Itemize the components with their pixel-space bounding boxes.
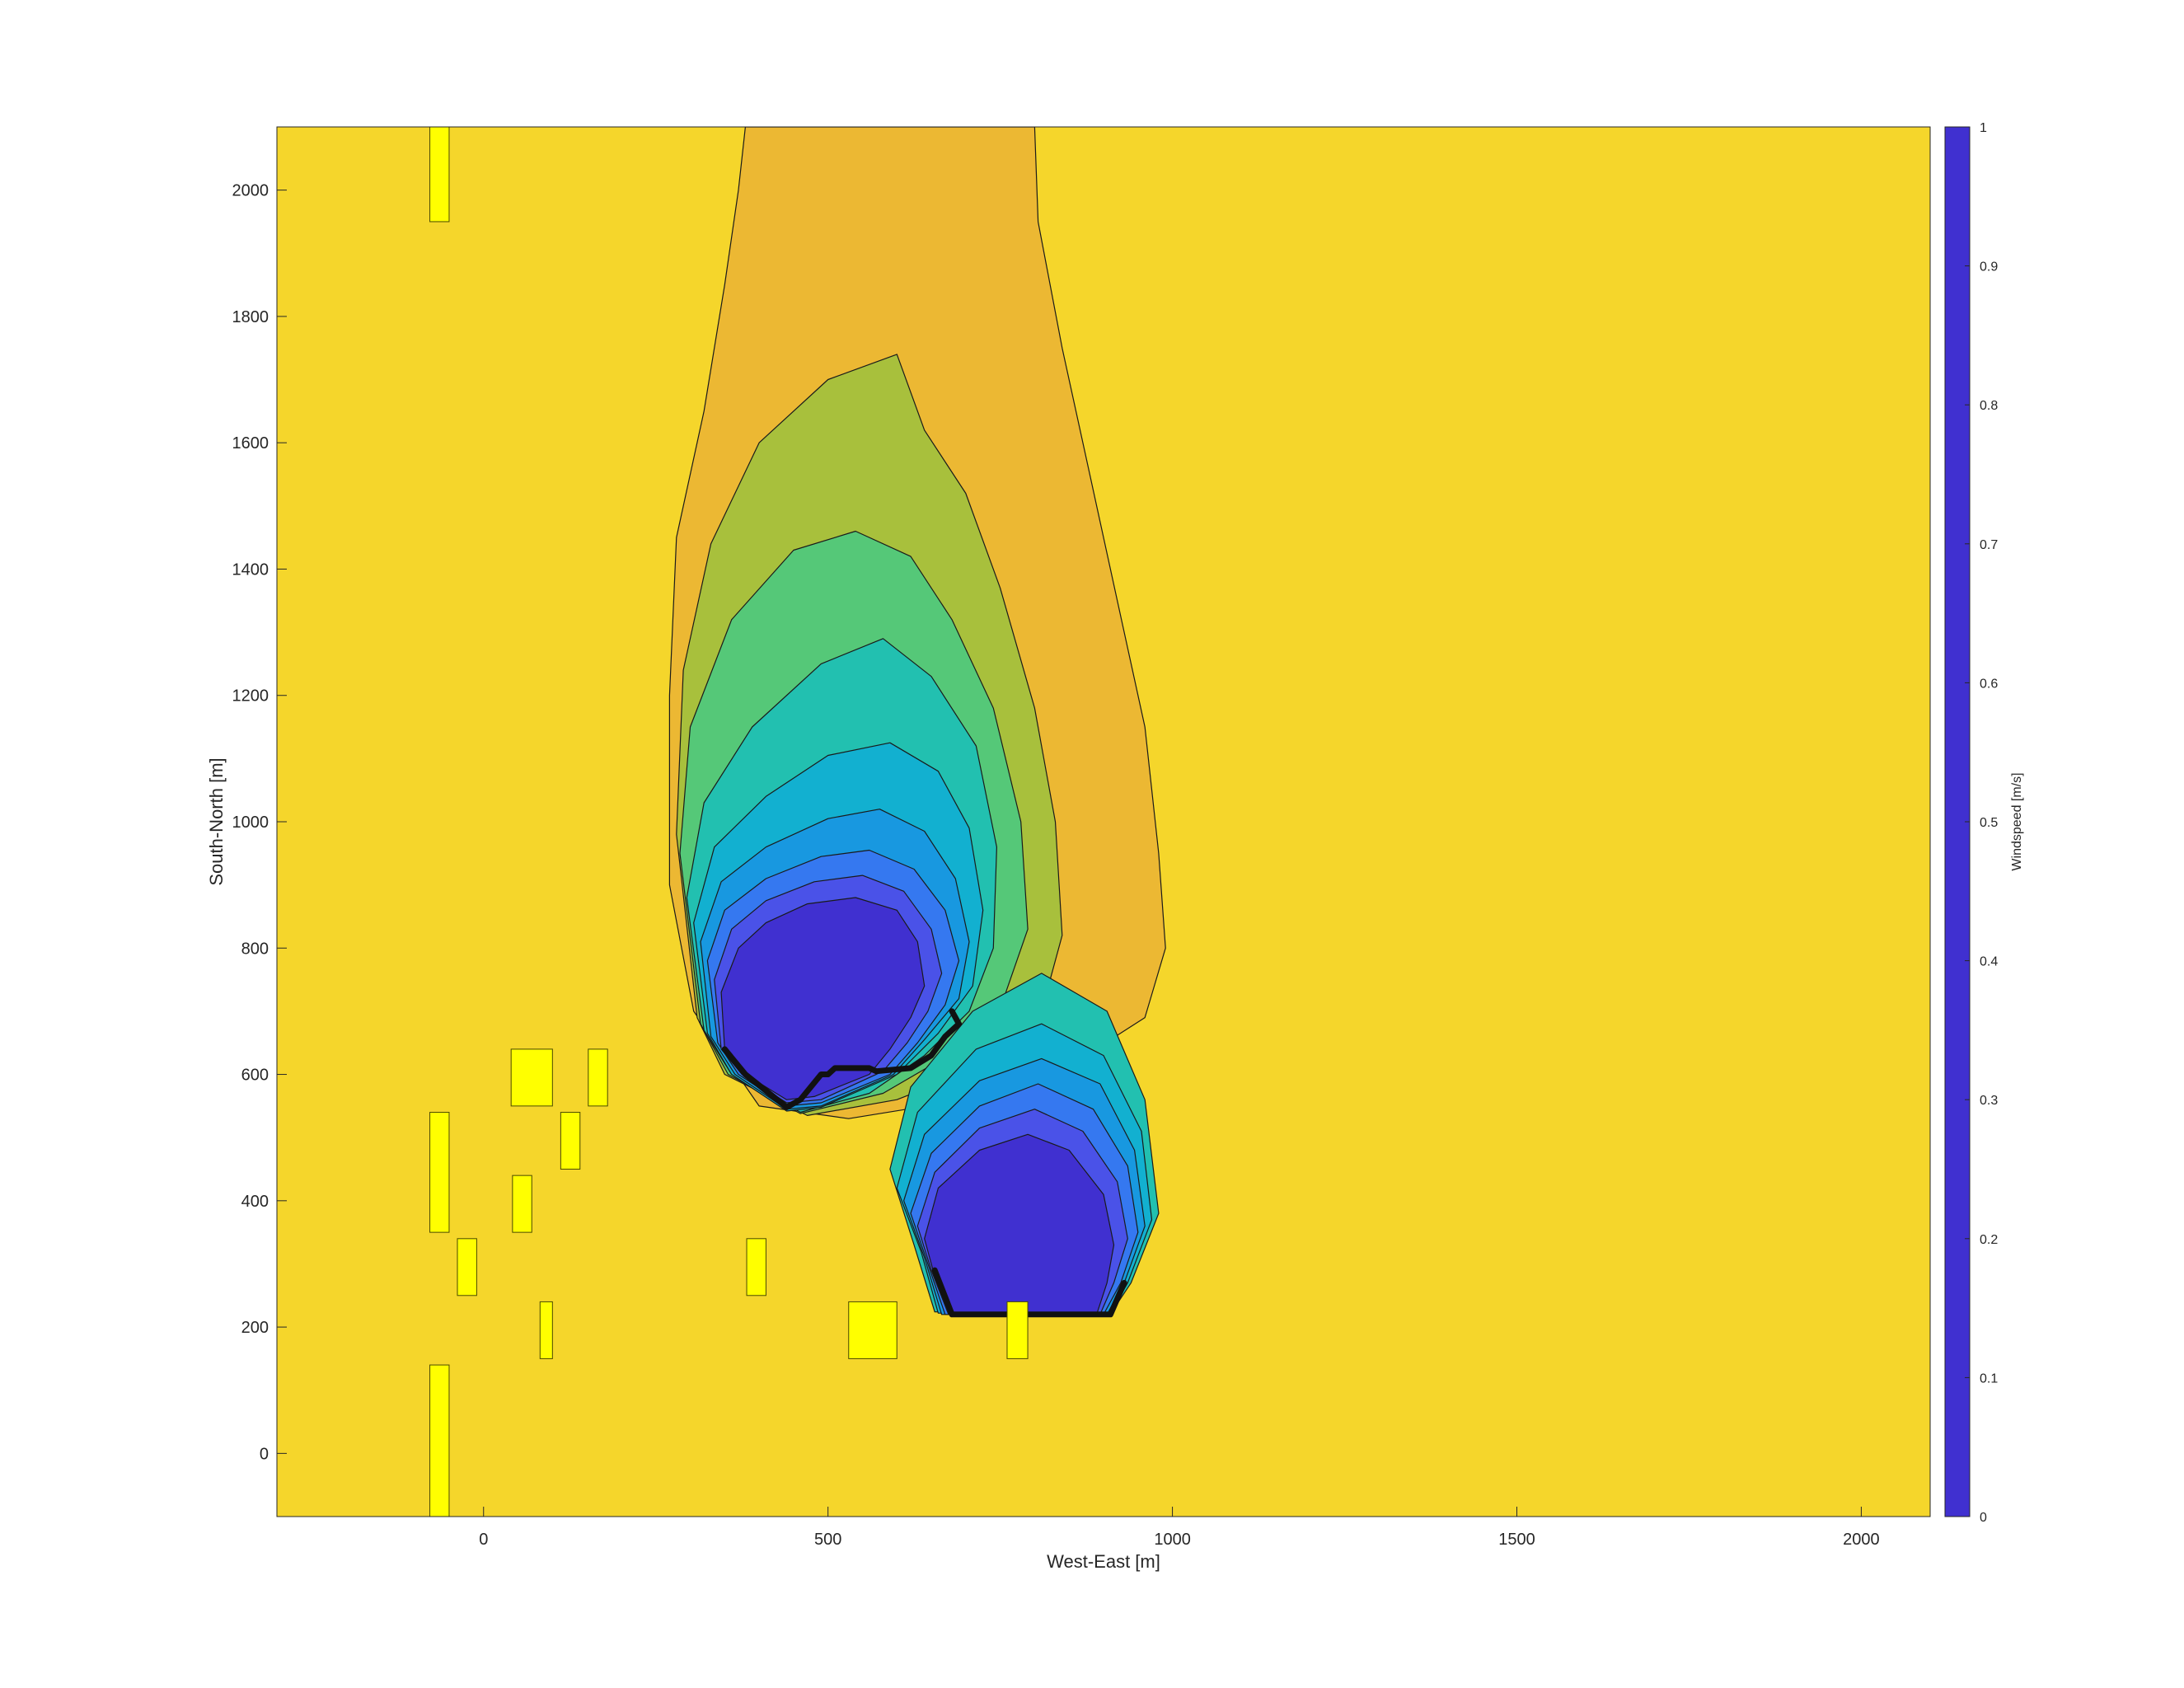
colorbar-tick-label: 0.8 [1980, 399, 1998, 413]
y-axis-label: South-North [m] [206, 757, 227, 885]
colorbar-tick-label: 0.7 [1980, 538, 1998, 552]
obstacle-3 [429, 127, 450, 223]
colorbar-tick-label: 0 [1980, 1511, 1987, 1525]
x-tick-label: 2000 [1843, 1531, 1880, 1549]
x-axis-ticks: 0 500 1000 1500 2000 [479, 1507, 1880, 1549]
obstacle-8 [560, 1112, 581, 1170]
y-tick-label: 1400 [232, 560, 269, 579]
y-tick-label: 1000 [232, 814, 269, 832]
y-tick-label: 1200 [232, 687, 269, 706]
y-tick-label: 2000 [232, 182, 269, 200]
y-tick-label: 0 [260, 1445, 269, 1463]
x-axis-label: West-East [m] [1047, 1551, 1160, 1572]
y-tick-label: 400 [241, 1193, 269, 1211]
plot-area [276, 126, 1931, 1517]
obstacle-12 [1006, 1301, 1029, 1359]
y-tick-label: 1600 [232, 434, 269, 452]
x-tick-label: 1500 [1498, 1531, 1535, 1549]
obstacle-9 [588, 1048, 608, 1107]
colorbar-tick-label: 0.5 [1980, 816, 1998, 830]
y-tick-label: 800 [241, 940, 269, 958]
colorbar-tick-label: 0.2 [1980, 1233, 1998, 1247]
colorbar-bar [1944, 126, 1971, 1517]
wake-2-contour-0.1 [924, 1133, 1115, 1315]
y-tick-label: 600 [241, 1067, 269, 1085]
rotor-2-edge [931, 1267, 1127, 1318]
colorbar-tick-label: 0.4 [1980, 955, 1998, 969]
obstacle-2 [429, 1112, 450, 1233]
obstacle-11 [848, 1301, 898, 1359]
rotor-1-edge [721, 1008, 962, 1110]
obstacle-5 [510, 1048, 553, 1107]
obstacle-6 [512, 1175, 532, 1233]
obstacle-7 [539, 1301, 553, 1359]
colorbar-label: Windspeed [m/s] [2010, 772, 2024, 870]
colorbar-tick-label: 0.1 [1980, 1372, 1998, 1386]
y-tick-label: 200 [241, 1319, 269, 1337]
y-tick-label: 1800 [232, 308, 269, 326]
rotor-edges [721, 1008, 1127, 1318]
colorbar-tick-label: 1 [1980, 121, 1987, 135]
colorbar-tick-label: 0.3 [1980, 1094, 1998, 1108]
colorbar: 0 0.1 0.2 0.3 0.4 0.5 0.6 0.7 0.8 0.9 1 Windspeed … [1944, 121, 2024, 1525]
obstacle-4 [457, 1238, 477, 1296]
colorbar-tick-label: 0.6 [1980, 677, 1998, 691]
x-tick-label: 1000 [1154, 1531, 1191, 1549]
x-tick-label: 500 [814, 1531, 841, 1549]
colorbar-tick-label: 0.9 [1980, 260, 1998, 274]
obstacles [429, 127, 1029, 1517]
x-tick-label: 0 [479, 1531, 488, 1549]
y-axis-ticks: 0 200 400 600 800 1000 1200 1400 1600 1800 2000 [232, 182, 287, 1463]
obstacle-1 [429, 1364, 450, 1517]
colorbar-ticks: 0 0.1 0.2 0.3 0.4 0.5 0.6 0.7 0.8 0.9 1 [1965, 121, 1998, 1525]
obstacle-10 [746, 1238, 766, 1296]
contour-layers [668, 127, 1166, 1315]
